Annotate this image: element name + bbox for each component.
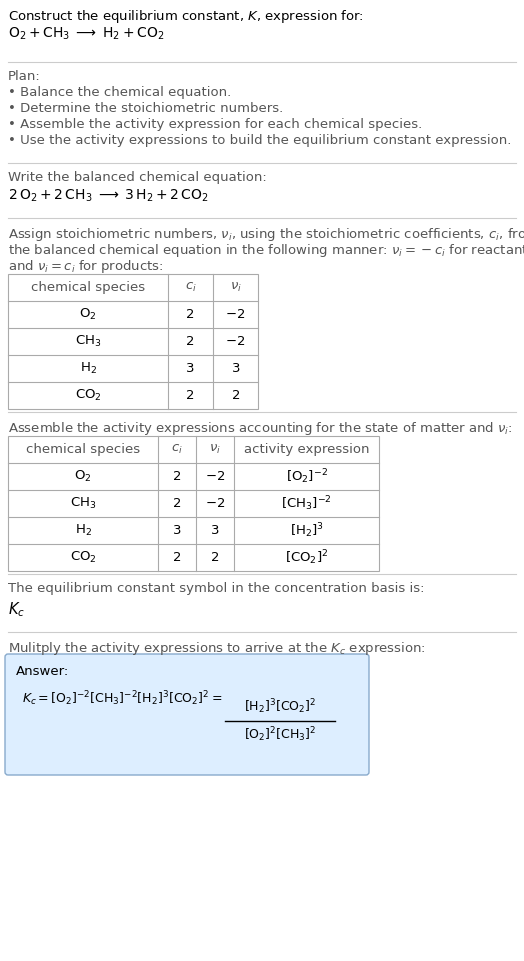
Bar xyxy=(8,274,258,409)
Text: 2: 2 xyxy=(186,308,195,321)
Bar xyxy=(8,436,379,571)
Text: $\mathrm{CH_3}$: $\mathrm{CH_3}$ xyxy=(70,496,96,511)
Text: Answer:: Answer: xyxy=(16,665,69,678)
Text: $2$: $2$ xyxy=(231,389,240,402)
Text: $[\mathrm{O_2}]^{2}[\mathrm{CH_3}]^{2}$: $[\mathrm{O_2}]^{2}[\mathrm{CH_3}]^{2}$ xyxy=(244,726,316,745)
Text: Assign stoichiometric numbers, $\nu_i$, using the stoichiometric coefficients, $: Assign stoichiometric numbers, $\nu_i$, … xyxy=(8,226,524,243)
Text: Mulitply the activity expressions to arrive at the $K_c$ expression:: Mulitply the activity expressions to arr… xyxy=(8,640,426,657)
Text: Assemble the activity expressions accounting for the state of matter and $\nu_i$: Assemble the activity expressions accoun… xyxy=(8,420,512,437)
Text: $K_c = [\mathrm{O_2}]^{-2}[\mathrm{CH_3}]^{-2}[\mathrm{H_2}]^{3}[\mathrm{CO_2}]^: $K_c = [\mathrm{O_2}]^{-2}[\mathrm{CH_3}… xyxy=(22,690,222,708)
Text: • Use the activity expressions to build the equilibrium constant expression.: • Use the activity expressions to build … xyxy=(8,134,511,147)
Text: activity expression: activity expression xyxy=(244,443,369,456)
Text: and $\nu_i = c_i$ for products:: and $\nu_i = c_i$ for products: xyxy=(8,258,163,275)
Text: Plan:: Plan: xyxy=(8,70,41,83)
Text: $\mathrm{O_2 + CH_3 \;\longrightarrow\; H_2 + CO_2}$: $\mathrm{O_2 + CH_3 \;\longrightarrow\; … xyxy=(8,26,165,42)
Text: $-2$: $-2$ xyxy=(205,470,225,483)
Text: • Balance the chemical equation.: • Balance the chemical equation. xyxy=(8,86,231,99)
Text: • Assemble the activity expression for each chemical species.: • Assemble the activity expression for e… xyxy=(8,118,422,131)
Text: $\mathrm{2\,O_2 + 2\,CH_3 \;\longrightarrow\; 3\,H_2 + 2\,CO_2}$: $\mathrm{2\,O_2 + 2\,CH_3 \;\longrightar… xyxy=(8,188,209,205)
Text: $\mathrm{O_2}$: $\mathrm{O_2}$ xyxy=(79,307,97,322)
Text: $[\mathrm{H_2}]^{3}[\mathrm{CO_2}]^{2}$: $[\mathrm{H_2}]^{3}[\mathrm{CO_2}]^{2}$ xyxy=(244,698,316,716)
Text: $-2$: $-2$ xyxy=(225,308,246,321)
Text: $\mathrm{H_2}$: $\mathrm{H_2}$ xyxy=(74,523,92,538)
Text: $K_c$: $K_c$ xyxy=(8,600,25,619)
Text: $c_i$: $c_i$ xyxy=(171,443,183,456)
Text: $-2$: $-2$ xyxy=(205,497,225,510)
Text: $\mathrm{O_2}$: $\mathrm{O_2}$ xyxy=(74,469,92,484)
Text: $2$: $2$ xyxy=(211,551,220,564)
Text: $[\mathrm{H_2}]^{3}$: $[\mathrm{H_2}]^{3}$ xyxy=(290,521,323,540)
Text: 2: 2 xyxy=(186,389,195,402)
Text: $[\mathrm{CO_2}]^{2}$: $[\mathrm{CO_2}]^{2}$ xyxy=(285,548,328,567)
Text: 2: 2 xyxy=(173,497,181,510)
Text: $\mathrm{CH_3}$: $\mathrm{CH_3}$ xyxy=(75,334,101,349)
Text: 3: 3 xyxy=(173,524,181,537)
Text: $c_i$: $c_i$ xyxy=(184,281,196,294)
Text: Construct the equilibrium constant, $K$, expression for:: Construct the equilibrium constant, $K$,… xyxy=(8,8,364,25)
Text: chemical species: chemical species xyxy=(31,281,145,294)
Text: the balanced chemical equation in the following manner: $\nu_i = -c_i$ for react: the balanced chemical equation in the fo… xyxy=(8,242,524,259)
Text: Write the balanced chemical equation:: Write the balanced chemical equation: xyxy=(8,171,267,184)
Text: 3: 3 xyxy=(186,362,195,375)
Text: $3$: $3$ xyxy=(231,362,240,375)
Text: $\mathrm{CO_2}$: $\mathrm{CO_2}$ xyxy=(70,550,96,565)
FancyBboxPatch shape xyxy=(5,654,369,775)
Text: $[\mathrm{CH_3}]^{-2}$: $[\mathrm{CH_3}]^{-2}$ xyxy=(281,494,332,513)
Text: $3$: $3$ xyxy=(210,524,220,537)
Text: 2: 2 xyxy=(173,551,181,564)
Text: $\mathrm{CO_2}$: $\mathrm{CO_2}$ xyxy=(74,388,101,403)
Text: 2: 2 xyxy=(186,335,195,348)
Text: $\mathrm{H_2}$: $\mathrm{H_2}$ xyxy=(80,361,96,376)
Text: chemical species: chemical species xyxy=(26,443,140,456)
Text: The equilibrium constant symbol in the concentration basis is:: The equilibrium constant symbol in the c… xyxy=(8,582,424,595)
Text: $-2$: $-2$ xyxy=(225,335,246,348)
Text: 2: 2 xyxy=(173,470,181,483)
Text: $[\mathrm{O_2}]^{-2}$: $[\mathrm{O_2}]^{-2}$ xyxy=(286,467,328,486)
Text: $\nu_i$: $\nu_i$ xyxy=(230,281,242,294)
Text: • Determine the stoichiometric numbers.: • Determine the stoichiometric numbers. xyxy=(8,102,283,115)
Text: $\nu_i$: $\nu_i$ xyxy=(209,443,221,456)
